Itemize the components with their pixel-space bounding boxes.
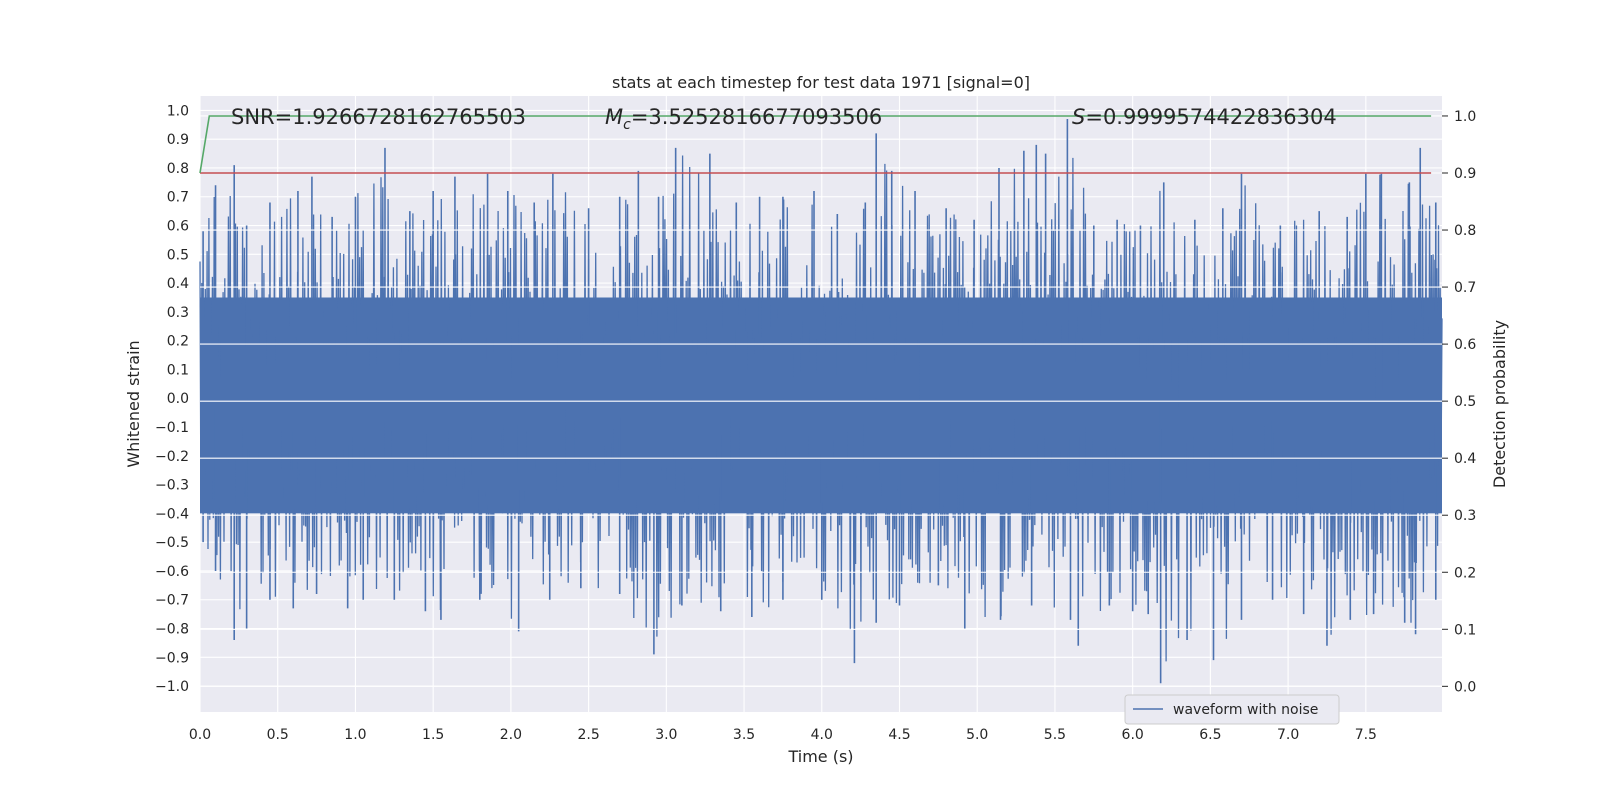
waveform-with-noise-series (199, 119, 1443, 684)
x-axis-label: Time (s) (787, 747, 853, 766)
y-tick-label: 0.8 (167, 161, 189, 177)
legend-label-waveform: waveform with noise (1173, 702, 1318, 718)
y-tick-label: 0.3 (167, 305, 189, 321)
y-tick-label: −1.0 (155, 679, 189, 695)
y-tick-label: −0.6 (155, 564, 189, 580)
chirp-mass-value: =3.5252816677093506 (631, 105, 882, 129)
chirp-mass-annotation: Mc=3.5252816677093506 (605, 105, 882, 133)
y-tick-label: 0.1 (167, 362, 189, 378)
y2-tick-label: 0.9 (1454, 166, 1476, 182)
statistic-annotation: S=0.9999574422836304 (1072, 105, 1337, 129)
y-tick-label: −0.8 (155, 622, 189, 638)
waveform-trace (199, 155, 1443, 662)
x-tick-label: 1.0 (344, 727, 366, 743)
y-tick-label: 0.5 (167, 247, 189, 263)
x-tick-label: 5.0 (966, 727, 988, 743)
probability-lines (199, 115, 1432, 174)
x-tick-label: 3.5 (733, 727, 755, 743)
x-tick-labels: 0.0 0.5 1.0 1.5 2.0 2.5 3.0 3.5 4.0 4.5 5.0 5.5 6.0 6… (189, 727, 1377, 743)
y-tick-label: −0.1 (155, 420, 189, 436)
y-tick-label: 0.6 (167, 219, 189, 235)
y2-tick-label: 0.1 (1454, 622, 1476, 638)
chirp-mass-symbol: M (605, 105, 623, 129)
chirp-mass-subscript: c (623, 117, 631, 133)
y-axis-label: Whitened strain (124, 340, 143, 467)
y2-tick-label: 1.0 (1454, 109, 1476, 125)
x-tick-label: 4.0 (811, 727, 833, 743)
x-tick-label: 3.0 (655, 727, 677, 743)
x-tick-label: 6.0 (1122, 727, 1144, 743)
y-tick-label: −0.3 (155, 478, 189, 494)
statistic-symbol: S (1072, 105, 1085, 129)
y2-tick-label: 0.5 (1454, 394, 1476, 410)
x-tick-label: 1.5 (422, 727, 444, 743)
y-tick-label: −0.7 (155, 593, 189, 609)
y2-tick-label: 0.3 (1454, 508, 1476, 524)
y2-tick-label: 0.4 (1454, 451, 1476, 467)
y-tick-label: −0.9 (155, 650, 189, 666)
x-tick-label: 2.0 (500, 727, 522, 743)
y-tick-label: 1.0 (167, 103, 189, 119)
y-tick-label: −0.2 (155, 449, 189, 465)
snr-annotation: SNR=1.9266728162765503 (231, 105, 526, 129)
detection-probability-line (199, 115, 1432, 174)
statistic-value: =0.9999574422836304 (1085, 105, 1336, 129)
y2-tick-label: 0.8 (1454, 223, 1476, 239)
x-tick-label: 7.5 (1355, 727, 1377, 743)
x-tick-label: 7.0 (1277, 727, 1299, 743)
y2-tick-label: 0.0 (1454, 679, 1476, 695)
y-tick-label: 0.2 (167, 334, 189, 350)
chart-title: stats at each timestep for test data 197… (612, 73, 1030, 92)
y-tick-label: 0.9 (167, 132, 189, 148)
x-tick-label: 6.5 (1199, 727, 1221, 743)
legend-box (1124, 694, 1340, 725)
y2-tick-labels: 1.0 0.9 0.8 0.7 0.6 0.5 0.4 0.3 0.2 0.1 0.0 (1442, 109, 1476, 695)
x-tick-label: 0.0 (189, 727, 211, 743)
y-tick-label: −0.5 (155, 535, 189, 551)
y-tick-label: −0.4 (155, 506, 189, 522)
x-tick-label: 4.5 (888, 727, 910, 743)
y-tick-labels: 1.0 0.9 0.8 0.7 0.6 0.5 0.4 0.3 0.2 0.1 0.0 −0.1 −0.… (155, 103, 189, 695)
legend: waveform with noise (1124, 694, 1340, 725)
y2-tick-label: 0.7 (1454, 280, 1476, 296)
y2-tick-label: 0.6 (1454, 337, 1476, 353)
y2-axis-label: Detection probability (1490, 320, 1509, 488)
x-tick-label: 5.5 (1044, 727, 1066, 743)
x-tick-label: 2.5 (577, 727, 599, 743)
x-tick-label: 0.5 (267, 727, 289, 743)
y-tick-label: 0.7 (167, 190, 189, 206)
y-tick-label: 0.0 (167, 391, 189, 407)
y2-tick-label: 0.2 (1454, 565, 1476, 581)
y-tick-label: 0.4 (167, 276, 189, 292)
